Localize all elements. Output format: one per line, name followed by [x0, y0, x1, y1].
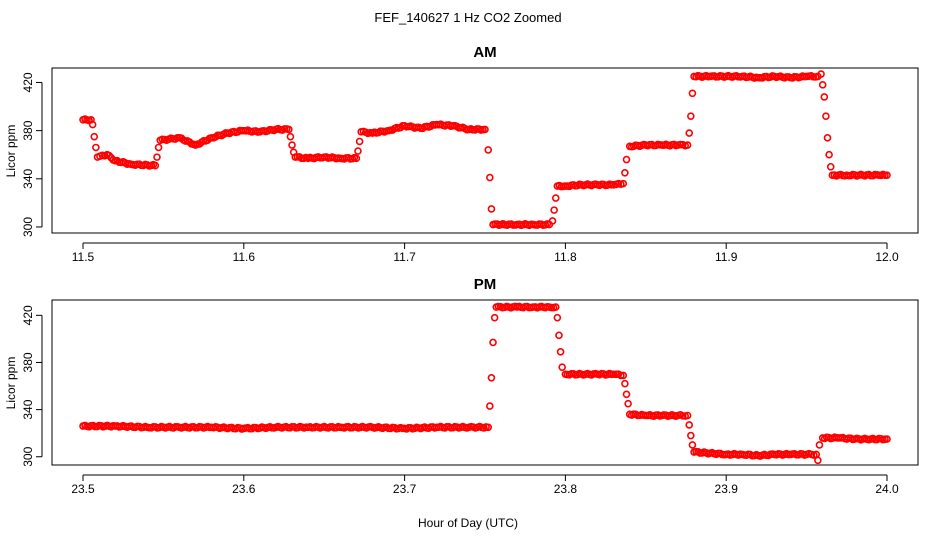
panel-title: AM — [473, 44, 496, 61]
data-point — [685, 421, 694, 429]
data-point — [487, 205, 496, 213]
data-points — [79, 302, 891, 465]
data-point — [825, 150, 833, 159]
data-point — [818, 81, 827, 89]
x-tick-label: 11.9 — [715, 250, 738, 264]
x-tick-label: 11.6 — [233, 250, 256, 264]
y-tick-label: 420 — [21, 305, 35, 325]
data-point — [153, 153, 161, 161]
data-point — [484, 146, 493, 154]
data-point — [823, 134, 832, 142]
data-point — [486, 173, 494, 182]
x-tick-label: 11.7 — [393, 250, 416, 264]
y-tick-label: 380 — [21, 352, 35, 372]
data-point — [619, 371, 628, 380]
data-point — [555, 331, 563, 340]
x-axis: 23.5 23.6 23.7 23.8 23.9 24.0 — [71, 474, 899, 496]
data-point — [685, 129, 694, 137]
data-point — [622, 155, 631, 164]
data-point — [151, 161, 160, 170]
data-point — [484, 423, 493, 432]
data-point — [489, 338, 497, 347]
data-point — [487, 373, 496, 382]
x-tick-label: 23.7 — [393, 482, 417, 496]
x-axis-title: Hour of Day (UTC) — [418, 516, 518, 530]
x-tick-label: 11.5 — [72, 250, 95, 264]
data-point — [551, 303, 560, 311]
x-tick-label: 11.8 — [554, 250, 577, 264]
data-point — [687, 112, 695, 120]
data-point — [826, 162, 835, 171]
y-tick-label: 420 — [21, 72, 35, 92]
panel-title: PM — [474, 276, 497, 293]
data-point — [490, 313, 499, 322]
data-point — [820, 93, 829, 101]
data-point — [550, 206, 558, 214]
y-axis: 300 340 380 420 — [21, 72, 43, 237]
data-point — [553, 313, 562, 322]
plot-frame — [51, 299, 919, 466]
x-axis: 11.5 11.6 11.7 11.8 11.9 12.0 — [72, 242, 899, 264]
data-point — [622, 390, 631, 399]
data-point — [286, 132, 295, 141]
data-point — [621, 168, 629, 177]
data-points — [79, 70, 891, 230]
x-tick-label: 24.0 — [875, 482, 899, 496]
data-point — [354, 147, 362, 155]
y-axis: 300 340 380 420 — [21, 305, 43, 467]
data-point — [683, 141, 692, 149]
data-point — [551, 194, 560, 202]
x-tick-label: 23.5 — [71, 482, 95, 496]
data-point — [815, 441, 824, 449]
data-point — [688, 89, 697, 98]
data-point — [88, 120, 97, 129]
plot-frame — [51, 67, 919, 234]
data-point — [619, 179, 628, 188]
data-point — [624, 399, 632, 408]
data-point — [817, 70, 825, 78]
data-point — [486, 402, 494, 410]
data-point — [285, 125, 293, 134]
data-point — [288, 141, 296, 149]
y-tick-label: 340 — [21, 399, 35, 419]
x-tick-label: 23.9 — [715, 482, 739, 496]
x-tick-label: 23.8 — [554, 482, 578, 496]
data-point — [154, 143, 163, 152]
y-tick-label: 340 — [21, 168, 35, 188]
y-axis-label: Licor ppm — [4, 357, 18, 410]
y-tick-label: 300 — [21, 217, 35, 237]
data-point — [621, 379, 629, 388]
x-tick-label: 23.6 — [232, 482, 256, 496]
data-point — [92, 143, 100, 152]
data-point — [481, 125, 489, 134]
x-tick-label: 12.0 — [875, 250, 899, 264]
y-axis-label: Licor ppm — [4, 125, 18, 178]
figure-title: FEF_140627 1 Hz CO2 Zoomed — [374, 10, 561, 25]
data-point — [814, 456, 822, 465]
data-point — [90, 132, 99, 141]
data-point — [822, 112, 830, 120]
data-point — [883, 171, 891, 179]
data-point — [883, 435, 891, 443]
y-tick-label: 300 — [21, 446, 35, 466]
data-point — [688, 441, 697, 449]
data-point — [558, 363, 566, 371]
data-point — [683, 411, 692, 420]
data-point — [548, 217, 557, 225]
data-point — [355, 137, 364, 146]
y-tick-label: 380 — [21, 120, 35, 140]
data-point — [556, 348, 565, 356]
data-point — [687, 431, 695, 440]
data-point — [352, 154, 361, 163]
